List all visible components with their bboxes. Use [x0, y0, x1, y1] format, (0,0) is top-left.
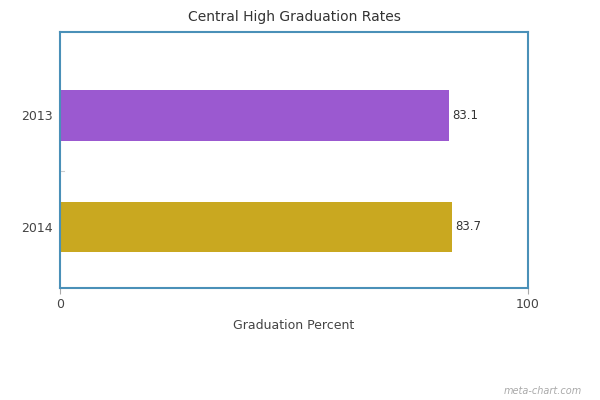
Text: 83.7: 83.7: [455, 220, 481, 233]
X-axis label: Graduation Percent: Graduation Percent: [233, 319, 355, 332]
Text: meta-chart.com: meta-chart.com: [504, 386, 582, 396]
Bar: [60, 90, 449, 140]
Bar: [60, 202, 452, 252]
Title: Central High Graduation Rates: Central High Graduation Rates: [188, 10, 400, 24]
Text: 83.1: 83.1: [452, 109, 479, 122]
